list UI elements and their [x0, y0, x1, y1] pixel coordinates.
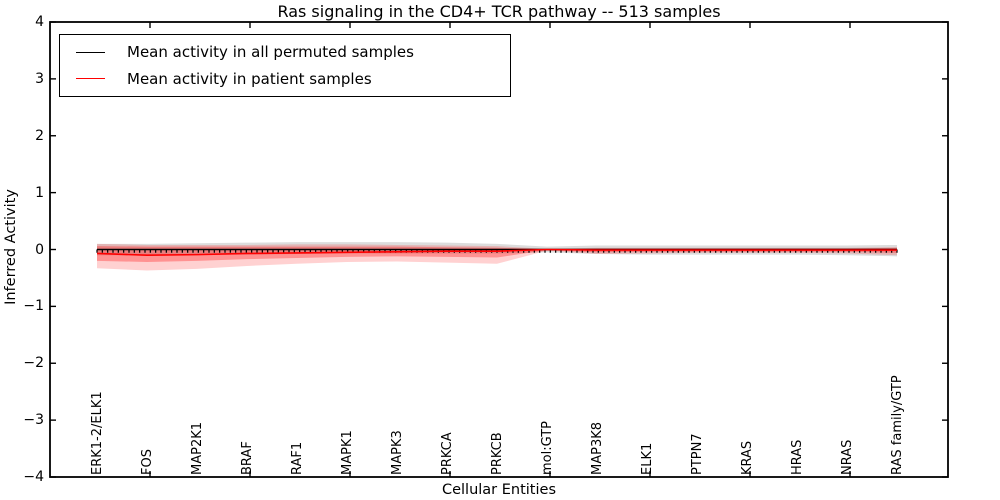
- x-tick-label: PRKCA: [439, 432, 455, 475]
- y-tick-label: 0: [35, 241, 44, 258]
- legend-entry: Mean activity in all permuted samples: [76, 43, 510, 61]
- y-tick-label: 2: [35, 127, 44, 144]
- y-tick-label: 1: [35, 184, 44, 201]
- legend: Mean activity in all permuted samples Mea…: [59, 34, 511, 97]
- x-tick-label: PRKCB: [489, 432, 505, 475]
- x-tick-label: PTPN7: [689, 433, 705, 475]
- legend-line-sample: [76, 78, 105, 80]
- y-tick-label: 4: [35, 14, 44, 30]
- legend-line-sample: [76, 51, 105, 53]
- x-tick-label: NRAS: [839, 439, 855, 475]
- y-tick-label: −3: [23, 412, 44, 429]
- x-tick-label: ELK1: [639, 442, 655, 475]
- x-tick-label: HRAS: [789, 439, 805, 475]
- x-tick-label: BRAF: [239, 441, 255, 475]
- y-tick-label: −1: [23, 298, 44, 315]
- x-axis-label: Cellular Entities: [441, 482, 557, 498]
- y-tick-label: −2: [23, 355, 44, 372]
- x-tick-label: ERK1-2/ELK1: [89, 391, 105, 475]
- legend-entry: Mean activity in patient samples: [76, 70, 510, 88]
- legend-label: Mean activity in patient samples: [127, 69, 372, 88]
- x-tick-label: MAPK3: [389, 430, 405, 475]
- y-tick-label: 3: [35, 70, 44, 87]
- x-tick-label: MAPK1: [339, 430, 355, 475]
- x-tick-label: MAP3K8: [589, 421, 605, 475]
- patient-mean-line: [96, 248, 897, 256]
- x-tick-label: RAS family/GTP: [889, 375, 905, 475]
- x-tick-label: FOS: [139, 449, 155, 475]
- y-tick-label: −4: [23, 469, 44, 485]
- x-tick-label: MAP2K1: [189, 421, 205, 475]
- legend-label: Mean activity in all permuted samples: [127, 43, 414, 62]
- x-tick-label: mol:GTP: [539, 421, 555, 475]
- chart-title: Ras signaling in the CD4+ TCR pathway --…: [277, 2, 721, 21]
- x-tick-label: RAF1: [289, 441, 305, 475]
- x-tick-label: KRAS: [739, 440, 755, 475]
